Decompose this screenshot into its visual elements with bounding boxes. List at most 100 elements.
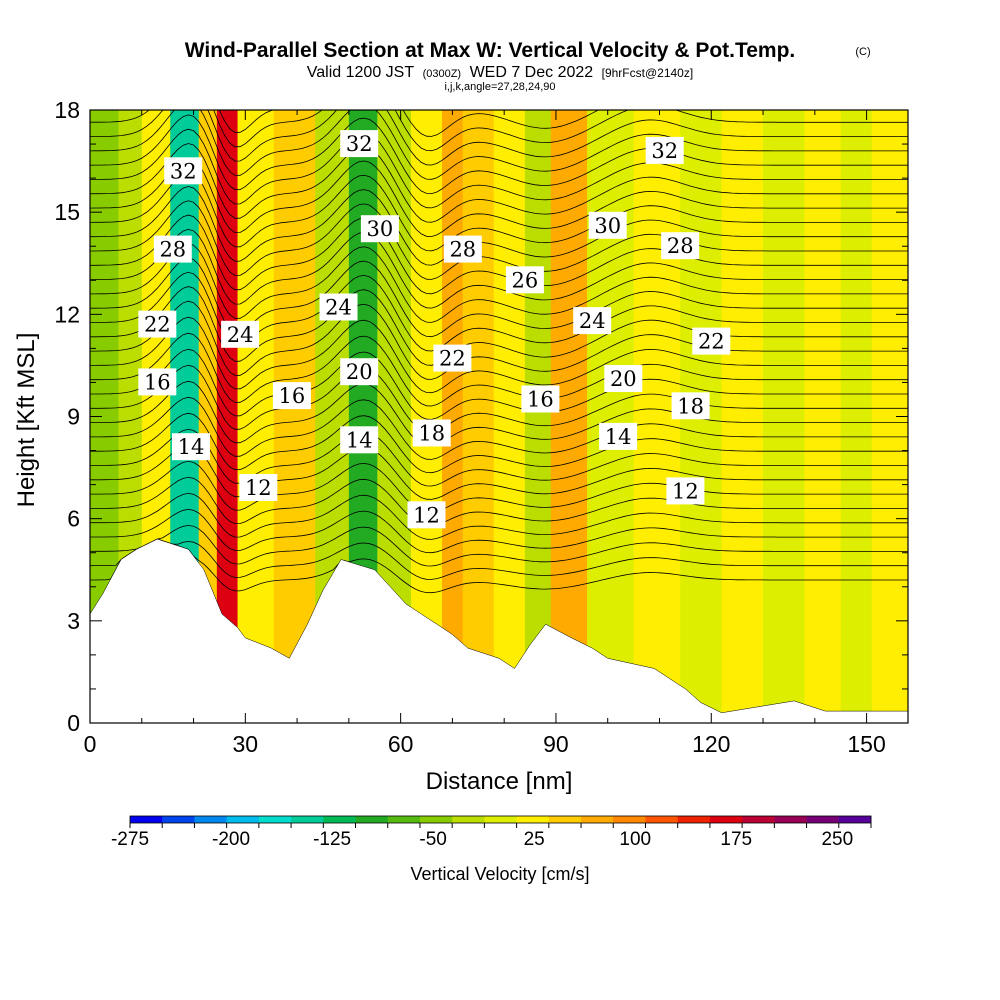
contour-label: 22 xyxy=(433,344,472,372)
isentrope-line xyxy=(90,508,908,554)
colorbar-tick-label: 100 xyxy=(619,829,651,850)
isentrope-line xyxy=(90,460,908,514)
contour-label: 26 xyxy=(505,266,544,294)
colorbar-swatch xyxy=(419,816,453,823)
velocity-cell xyxy=(840,110,873,723)
colorbar-tick-label: -200 xyxy=(212,829,250,850)
isentrope-line xyxy=(90,364,908,434)
colorbar-swatch xyxy=(452,816,485,823)
colorbar: -275 -200 -125 -50 25 100 175 250 xyxy=(111,815,872,850)
contour-label: 32 xyxy=(645,136,684,164)
contour-label: 16 xyxy=(521,385,560,413)
colorbar-swatch xyxy=(194,816,228,823)
velocity-cell xyxy=(763,110,806,723)
y-tick-label: 3 xyxy=(67,608,80,634)
y-tick-label: 18 xyxy=(54,97,80,123)
isentrope-line xyxy=(90,128,908,209)
isentrope-line xyxy=(90,538,908,580)
isentrope-line xyxy=(90,186,908,266)
colorbar-swatch xyxy=(516,816,550,823)
contour-label: 20 xyxy=(604,365,643,392)
isentrope-line xyxy=(90,114,908,195)
subtitle-date: WED 7 Dec 2022 xyxy=(470,64,594,81)
contour-label: 12 xyxy=(239,474,278,501)
y-tick-label: 0 xyxy=(67,710,80,736)
contour-label: 20 xyxy=(340,358,379,386)
x-tick-label: 0 xyxy=(84,731,97,757)
colorbar-swatch xyxy=(548,816,582,823)
subtitle-forecast: [9hrFcst@2140z] xyxy=(602,66,694,80)
contour-label: 18 xyxy=(412,419,451,447)
x-tick-label: 60 xyxy=(388,731,414,757)
isentrope-line xyxy=(90,143,908,223)
y-tick-label: 6 xyxy=(67,506,80,532)
isentrope-line xyxy=(90,300,908,380)
svg-text:30: 30 xyxy=(594,214,621,238)
contour-label: 24 xyxy=(221,320,260,348)
svg-text:18: 18 xyxy=(677,394,704,418)
svg-text:24: 24 xyxy=(579,309,606,333)
isentrope-line xyxy=(90,157,908,237)
colorbar-swatch xyxy=(162,816,195,823)
y-tick-label: 12 xyxy=(54,301,80,327)
colorbar-swatch xyxy=(806,816,840,823)
isentrope-line xyxy=(90,476,908,527)
isentrope-line xyxy=(90,444,908,500)
isentrope-line xyxy=(90,412,908,474)
svg-text:14: 14 xyxy=(346,428,373,452)
chart-subtitle: Valid 1200 JST (0300Z) WED 7 Dec 2022 [9… xyxy=(307,64,693,81)
colorbar-tick-label: 25 xyxy=(524,829,545,850)
contour-label: 12 xyxy=(407,501,446,529)
velocity-cell xyxy=(721,110,764,723)
contour-label: 12 xyxy=(666,477,705,505)
contour-label: 18 xyxy=(671,392,710,420)
isentrope-line xyxy=(90,538,908,594)
svg-text:24: 24 xyxy=(227,323,254,347)
isentrope-line xyxy=(90,200,908,280)
contour-label: 30 xyxy=(360,215,399,243)
contour-label: 22 xyxy=(692,327,731,355)
isentrope-line xyxy=(90,316,908,394)
contour-label: 32 xyxy=(340,130,379,158)
isentrope-line xyxy=(90,243,908,323)
svg-text:28: 28 xyxy=(667,234,694,258)
x-tick-label: 150 xyxy=(847,731,885,757)
colorbar-tick-label: -125 xyxy=(313,829,351,850)
svg-text:28: 28 xyxy=(159,238,186,262)
colorbar-swatch xyxy=(484,816,518,823)
colorbar-swatch xyxy=(709,816,743,823)
colorbar-swatch xyxy=(613,816,646,823)
colorbar-tick-label: -50 xyxy=(419,829,446,850)
isentrope-line xyxy=(90,525,908,567)
plot-area: 32 28 22 16 14 24 16 12 32 30 24 20 14 28 22 18 12 26 16 30… xyxy=(90,110,908,723)
colorbar-swatch xyxy=(258,816,292,823)
x-tick-label: 30 xyxy=(233,731,259,757)
isentrope-line xyxy=(90,428,908,487)
isentrope-line xyxy=(90,396,908,460)
isentrope-line xyxy=(90,110,908,180)
x-tick-label: 120 xyxy=(692,731,730,757)
chart-grid-info: i,j,k,angle=27,28,24,90 xyxy=(444,81,555,93)
svg-text:22: 22 xyxy=(144,313,171,337)
colorbar-swatch xyxy=(677,816,711,823)
x-tick-label: 90 xyxy=(543,731,569,757)
contour-label: 22 xyxy=(138,310,177,338)
contour-label: 30 xyxy=(588,211,627,239)
svg-text:16: 16 xyxy=(144,370,171,394)
svg-text:30: 30 xyxy=(367,217,394,241)
svg-text:14: 14 xyxy=(178,435,205,459)
svg-text:32: 32 xyxy=(651,139,678,163)
svg-text:22: 22 xyxy=(439,347,466,371)
y-tick-label: 15 xyxy=(54,199,80,225)
velocity-cell xyxy=(462,110,495,723)
colorbar-title: Vertical Velocity [cm/s] xyxy=(410,864,589,884)
contour-label: 32 xyxy=(164,157,203,185)
svg-text:26: 26 xyxy=(512,268,539,292)
contour-label: 24 xyxy=(319,293,358,321)
contour-label: 14 xyxy=(599,422,638,450)
svg-text:24: 24 xyxy=(325,296,352,320)
contour-label: 14 xyxy=(172,433,210,461)
svg-text:16: 16 xyxy=(527,388,554,412)
svg-text:14: 14 xyxy=(605,425,632,449)
